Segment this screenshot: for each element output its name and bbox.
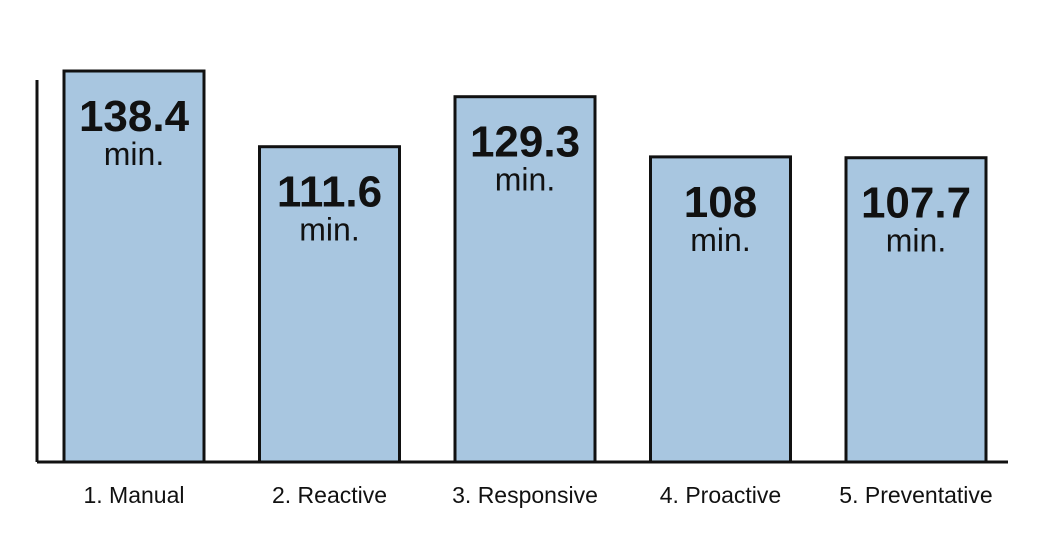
bar-unit-label-1: min.: [104, 136, 164, 172]
bar-unit-label-3: min.: [495, 162, 555, 198]
bar-value-label-4: 108: [684, 178, 757, 227]
category-label-5: 5. Preventative: [839, 482, 992, 508]
bar-2: [258, 145, 401, 464]
category-label-4: 4. Proactive: [660, 482, 781, 508]
bar-value-label-5: 107.7: [861, 179, 971, 228]
bar-unit-label-2: min.: [299, 212, 359, 248]
category-label-1: 1. Manual: [83, 482, 184, 508]
bar-3: [453, 95, 597, 464]
bar-value-label-3: 129.3: [470, 118, 580, 167]
bar-unit-label-4: min.: [690, 222, 750, 258]
bar-1: [62, 69, 206, 464]
bar-unit-label-5: min.: [886, 223, 946, 259]
bar-value-label-2: 111.6: [277, 168, 382, 217]
bars-group: [62, 69, 988, 464]
category-label-2: 2. Reactive: [272, 482, 387, 508]
bar-4: [649, 155, 792, 464]
category-label-3: 3. Responsive: [452, 482, 598, 508]
bar-value-label-1: 138.4: [79, 92, 190, 141]
